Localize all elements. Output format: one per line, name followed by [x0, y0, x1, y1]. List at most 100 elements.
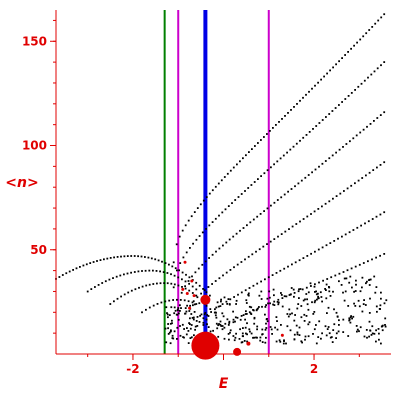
data-point: [290, 287, 293, 289]
data-point: [338, 280, 340, 283]
data-point: [166, 313, 169, 316]
data-point: [350, 267, 353, 270]
data-point: [185, 333, 188, 336]
data-point: [379, 304, 382, 307]
data-point: [152, 304, 155, 307]
data-point: [267, 276, 270, 279]
data-point: [273, 238, 276, 240]
data-point: [307, 335, 310, 338]
data-point: [180, 291, 183, 294]
data-point: [365, 329, 368, 331]
data-point: [304, 176, 307, 179]
data-point: [253, 316, 256, 319]
highlight-point: [212, 346, 216, 350]
data-point: [318, 122, 321, 124]
data-point: [344, 98, 347, 100]
data-point: [266, 169, 269, 172]
data-point: [303, 320, 306, 322]
data-point: [344, 54, 346, 56]
data-point: [197, 267, 200, 270]
data-point: [376, 310, 378, 313]
data-point: [259, 339, 262, 342]
data-point: [115, 275, 118, 278]
data-point: [354, 290, 357, 292]
data-point: [326, 328, 329, 330]
data-point: [329, 336, 332, 339]
data-point: [280, 294, 283, 296]
data-point: [192, 316, 195, 319]
data-point: [339, 192, 342, 195]
data-point: [148, 283, 151, 286]
highlight-point: [181, 287, 185, 291]
data-point: [86, 290, 89, 293]
data-point: [318, 320, 321, 323]
data-point: [383, 161, 386, 164]
data-point: [345, 143, 348, 145]
data-point: [313, 311, 316, 313]
data-point: [383, 211, 386, 214]
data-point: [198, 321, 201, 323]
data-point: [205, 318, 208, 321]
data-point: [168, 299, 171, 302]
data-point: [320, 78, 322, 81]
data-point: [202, 199, 205, 202]
data-point: [298, 259, 301, 262]
data-point: [347, 51, 349, 53]
data-point: [209, 330, 212, 333]
data-point: [232, 166, 235, 169]
data-point: [304, 335, 307, 338]
data-point: [346, 187, 349, 190]
data-point: [356, 328, 359, 331]
data-point: [234, 336, 237, 339]
data-point: [384, 324, 386, 326]
data-point: [366, 125, 368, 128]
data-point: [164, 300, 167, 303]
data-point: [228, 322, 231, 324]
data-point: [120, 295, 122, 298]
data-point: [270, 204, 272, 207]
data-point: [271, 333, 273, 335]
data-point: [300, 316, 303, 319]
y-tick-label: 150: [22, 34, 47, 48]
data-point: [152, 283, 155, 285]
data-point: [298, 297, 300, 299]
data-point: [286, 313, 289, 315]
data-point: [269, 130, 271, 132]
data-point: [365, 282, 367, 285]
data-point: [198, 235, 201, 237]
data-point: [252, 218, 255, 221]
data-point: [224, 208, 227, 211]
data-point: [312, 313, 315, 315]
data-point: [248, 311, 251, 314]
data-point: [215, 306, 218, 309]
data-point: [181, 229, 184, 232]
data-point: [245, 313, 248, 315]
data-point: [181, 271, 184, 274]
data-point: [332, 66, 334, 69]
data-point: [265, 327, 268, 329]
data-point: [228, 238, 231, 241]
data-point: [368, 312, 371, 314]
data-point: [161, 260, 163, 263]
data-point: [97, 284, 100, 286]
data-point: [184, 307, 187, 309]
data-point: [343, 277, 346, 280]
data-point: [373, 332, 376, 335]
data-point: [188, 276, 191, 279]
data-point: [257, 178, 259, 180]
data-point: [173, 330, 176, 333]
data-point: [224, 322, 227, 325]
data-point: [247, 293, 250, 296]
data-point: [191, 275, 193, 278]
data-point: [171, 319, 173, 322]
data-point: [189, 323, 191, 325]
data-point: [219, 305, 222, 307]
data-point: [185, 273, 187, 276]
data-point: [209, 308, 212, 310]
data-point: [344, 290, 347, 293]
data-point: [99, 259, 102, 261]
data-point: [221, 211, 224, 214]
y-tick-label: 100: [22, 139, 47, 153]
data-point: [369, 123, 372, 125]
